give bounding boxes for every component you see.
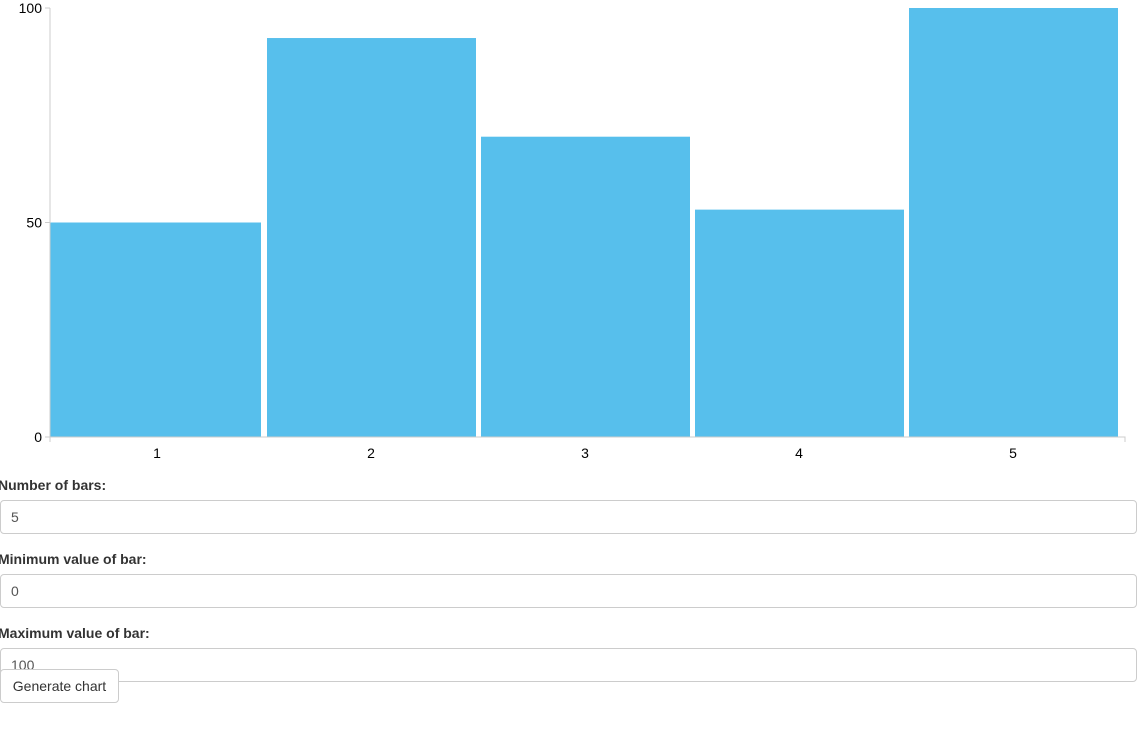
x-tick-label: 5: [1009, 445, 1017, 461]
bar: [267, 38, 476, 437]
max-value-input[interactable]: [0, 648, 1137, 682]
generate-chart-button[interactable]: Generate chart: [0, 669, 119, 703]
bar: [695, 209, 904, 437]
y-tick-label: 0: [34, 429, 42, 445]
min-value-input[interactable]: [0, 574, 1137, 608]
x-tick-label: 3: [581, 445, 589, 461]
y-tick-label: 100: [19, 0, 43, 16]
x-tick-label: 2: [367, 445, 375, 461]
max-value-label: Maximum value of bar:: [0, 625, 150, 641]
number-of-bars-input[interactable]: [0, 500, 1137, 534]
bar: [909, 8, 1118, 437]
y-tick-label: 50: [26, 215, 42, 231]
number-of-bars-label: Number of bars:: [0, 477, 107, 493]
x-tick-label: 1: [153, 445, 161, 461]
min-value-label: Minimum value of bar:: [0, 551, 147, 567]
bar: [481, 136, 690, 437]
x-tick-label: 4: [795, 445, 803, 461]
bar: [50, 222, 261, 437]
